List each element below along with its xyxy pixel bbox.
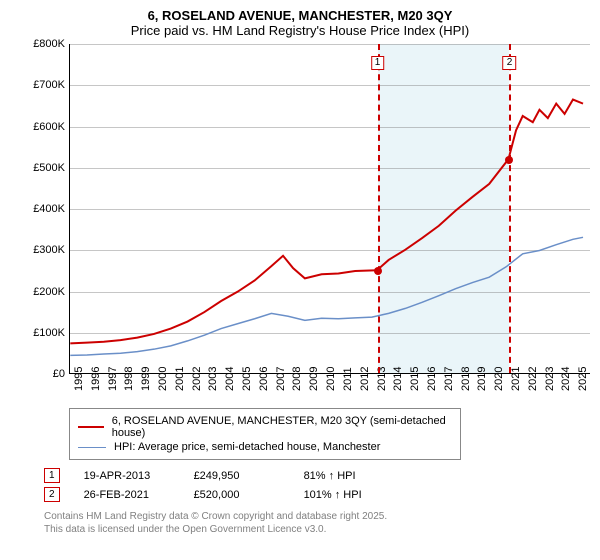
title-block: 6, ROSELAND AVENUE, MANCHESTER, M20 3QY … bbox=[10, 8, 590, 38]
data-points-table: 1 19-APR-2013 £249,950 81% ↑ HPI 2 26-FE… bbox=[44, 468, 590, 502]
footnote-line2: This data is licensed under the Open Gov… bbox=[44, 523, 590, 536]
data-point-date: 19-APR-2013 bbox=[84, 470, 194, 482]
data-point-index: 1 bbox=[44, 468, 60, 483]
data-point-price: £520,000 bbox=[194, 489, 304, 501]
series-line-hpi bbox=[70, 237, 583, 355]
footnote-line1: Contains HM Land Registry data © Crown c… bbox=[44, 510, 590, 523]
y-tick-label: £500K bbox=[25, 162, 65, 174]
data-point-price: £249,950 bbox=[194, 470, 304, 482]
data-point-row: 2 26-FEB-2021 £520,000 101% ↑ HPI bbox=[44, 487, 590, 502]
y-tick-label: £600K bbox=[25, 121, 65, 133]
data-point-date: 26-FEB-2021 bbox=[84, 489, 194, 501]
y-tick-label: £200K bbox=[25, 286, 65, 298]
data-point-row: 1 19-APR-2013 £249,950 81% ↑ HPI bbox=[44, 468, 590, 483]
y-tick-label: £0 bbox=[25, 368, 65, 380]
legend-swatch-1 bbox=[78, 426, 104, 428]
y-tick-label: £300K bbox=[25, 244, 65, 256]
legend-row: 6, ROSELAND AVENUE, MANCHESTER, M20 3QY … bbox=[78, 415, 452, 439]
data-point-index: 2 bbox=[44, 487, 60, 502]
y-tick-label: £700K bbox=[25, 79, 65, 91]
y-tick-label: £800K bbox=[25, 38, 65, 50]
legend-row: HPI: Average price, semi-detached house,… bbox=[78, 441, 452, 453]
y-tick-label: £100K bbox=[25, 327, 65, 339]
series-svg bbox=[70, 44, 590, 373]
footnote: Contains HM Land Registry data © Crown c… bbox=[44, 510, 590, 536]
title-subtitle: Price paid vs. HM Land Registry's House … bbox=[10, 23, 590, 38]
data-point-pct: 101% ↑ HPI bbox=[304, 489, 424, 501]
data-point-pct: 81% ↑ HPI bbox=[304, 470, 424, 482]
legend-label: HPI: Average price, semi-detached house,… bbox=[114, 441, 380, 453]
legend: 6, ROSELAND AVENUE, MANCHESTER, M20 3QY … bbox=[69, 408, 461, 460]
legend-label: 6, ROSELAND AVENUE, MANCHESTER, M20 3QY … bbox=[112, 415, 452, 439]
series-line-price_paid bbox=[70, 100, 583, 344]
chart-container: 6, ROSELAND AVENUE, MANCHESTER, M20 3QY … bbox=[0, 0, 600, 560]
chart-wrap: £0£100K£200K£300K£400K£500K£600K£700K£80… bbox=[25, 44, 590, 404]
y-tick-label: £400K bbox=[25, 203, 65, 215]
plot-area: £0£100K£200K£300K£400K£500K£600K£700K£80… bbox=[69, 44, 590, 374]
legend-swatch-2 bbox=[78, 447, 106, 448]
title-address: 6, ROSELAND AVENUE, MANCHESTER, M20 3QY bbox=[10, 8, 590, 23]
